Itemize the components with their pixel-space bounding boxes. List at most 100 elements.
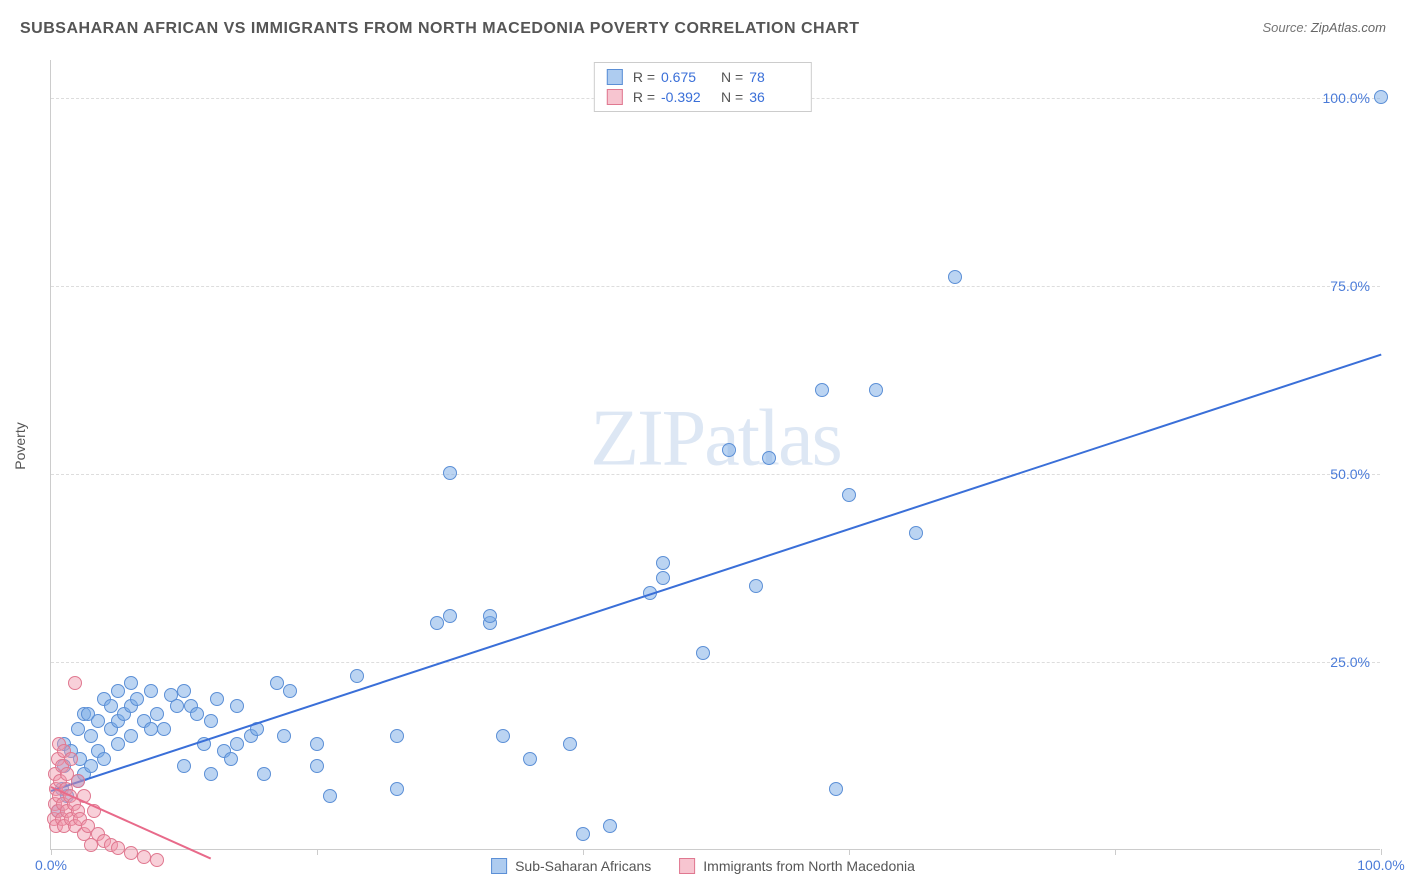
scatter-point [71,722,85,736]
scatter-point [137,850,151,864]
y-tick-label: 75.0% [1330,278,1370,294]
legend-item-blue: Sub-Saharan Africans [491,858,651,874]
scatter-point [909,526,923,540]
n-value-pink: 36 [749,89,799,105]
n-label: N = [721,69,743,85]
x-tick-label: 100.0% [1357,857,1404,873]
scatter-point [523,752,537,766]
x-tick-label: 0.0% [35,857,67,873]
y-axis-title: Poverty [12,422,28,469]
scatter-point [68,676,82,690]
y-tick-label: 100.0% [1323,90,1370,106]
legend-label-blue: Sub-Saharan Africans [515,858,651,874]
scatter-point [270,676,284,690]
n-label: N = [721,89,743,105]
scatter-point [390,729,404,743]
gridline-h [51,286,1380,287]
scatter-point [177,684,191,698]
scatter-point [177,759,191,773]
scatter-point [829,782,843,796]
scatter-point [576,827,590,841]
scatter-point [84,759,98,773]
scatter-point [656,556,670,570]
gridline-h [51,662,1380,663]
scatter-point [257,767,271,781]
source-label: Source: [1262,20,1310,35]
legend-swatch-pink-icon [679,858,695,874]
scatter-point [224,752,238,766]
watermark: ZIPatlas [590,393,841,484]
source-credit: Source: ZipAtlas.com [1262,20,1386,35]
scatter-point [283,684,297,698]
scatter-point [277,729,291,743]
scatter-point [130,692,144,706]
scatter-point [104,699,118,713]
scatter-point [563,737,577,751]
scatter-point [84,729,98,743]
scatter-point [390,782,404,796]
scatter-point [496,729,510,743]
scatter-point [323,789,337,803]
watermark-atlas: atlas [704,394,841,482]
scatter-point [210,692,224,706]
scatter-point [124,729,138,743]
scatter-point [124,846,138,860]
x-tick-mark [1115,849,1116,855]
x-tick-mark [317,849,318,855]
scatter-point [869,383,883,397]
legend-swatch-blue-icon [491,858,507,874]
x-tick-mark [1381,849,1382,855]
legend-item-pink: Immigrants from North Macedonia [679,858,915,874]
r-value-pink: -0.392 [661,89,711,105]
regression-line [51,353,1382,791]
legend-swatch-pink-icon [607,89,623,105]
scatter-point [124,676,138,690]
legend-series: Sub-Saharan Africans Immigrants from Nor… [491,858,915,874]
gridline-h [51,474,1380,475]
scatter-point [749,579,763,593]
scatter-point [815,383,829,397]
chart-title: SUBSAHARAN AFRICAN VS IMMIGRANTS FROM NO… [20,20,860,38]
x-tick-mark [583,849,584,855]
legend-swatch-blue-icon [607,69,623,85]
scatter-point [842,488,856,502]
scatter-point [230,699,244,713]
scatter-point [111,737,125,751]
watermark-zip: ZIP [590,394,704,482]
scatter-point [603,819,617,833]
scatter-point [170,699,184,713]
scatter-point [64,752,78,766]
scatter-point [722,443,736,457]
x-tick-mark [849,849,850,855]
scatter-point [948,270,962,284]
chart-container: SUBSAHARAN AFRICAN VS IMMIGRANTS FROM NO… [0,0,1406,892]
scatter-point [111,684,125,698]
x-tick-mark [51,849,52,855]
r-label: R = [633,89,655,105]
r-value-blue: 0.675 [661,69,711,85]
scatter-point [350,669,364,683]
scatter-point [483,609,497,623]
r-label: R = [633,69,655,85]
plot-area: ZIPatlas 25.0%50.0%75.0%100.0%0.0%100.0% [50,60,1380,850]
scatter-point [656,571,670,585]
scatter-point [144,684,158,698]
scatter-point [230,737,244,751]
scatter-point [150,853,164,867]
scatter-point [71,774,85,788]
scatter-point [430,616,444,630]
scatter-point [204,767,218,781]
scatter-point [111,841,125,855]
legend-correlation: R = 0.675 N = 78 R = -0.392 N = 36 [594,62,812,112]
scatter-point [91,714,105,728]
source-value: ZipAtlas.com [1311,20,1386,35]
scatter-point [310,737,324,751]
scatter-point [204,714,218,728]
scatter-point [310,759,324,773]
scatter-point [190,707,204,721]
scatter-point [696,646,710,660]
scatter-point [762,451,776,465]
scatter-point [150,707,164,721]
legend-row-pink: R = -0.392 N = 36 [607,87,799,107]
scatter-point [97,752,111,766]
